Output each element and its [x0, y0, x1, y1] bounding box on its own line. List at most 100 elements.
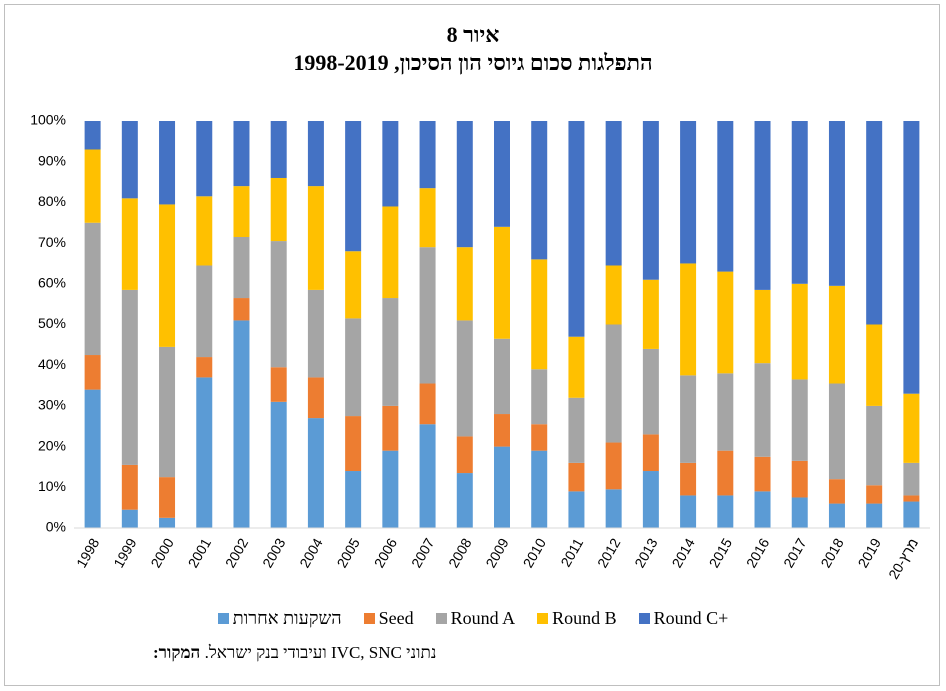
- bar-segment: [84, 149, 101, 223]
- bar-segment: [642, 434, 659, 472]
- x-tick-label: 2017: [780, 535, 810, 570]
- bar-segment: [531, 450, 548, 528]
- bar-segment: [605, 324, 622, 443]
- bar-segment: [568, 491, 585, 528]
- bar-segment: [568, 121, 585, 337]
- bar-segment: [531, 369, 548, 425]
- bar-segment: [754, 289, 771, 364]
- bar-segment: [791, 283, 808, 380]
- bar-segment: [196, 121, 213, 197]
- x-tick-label: 2010: [520, 535, 550, 570]
- y-tick-label: 10%: [38, 478, 66, 494]
- x-tick-label: 2007: [408, 535, 438, 570]
- bar-segment: [680, 462, 697, 496]
- legend-label: Round B: [552, 608, 617, 628]
- x-tick-label: 1999: [110, 535, 140, 570]
- bar-segment: [382, 405, 399, 451]
- bar-segment: [531, 259, 548, 370]
- legend-label: Seed: [378, 608, 414, 628]
- bar-segment: [866, 405, 883, 486]
- x-tick-label: 2012: [594, 535, 624, 570]
- bar-segment: [456, 436, 473, 474]
- x-tick-label: 2016: [743, 535, 773, 570]
- bar-segment: [233, 320, 250, 528]
- bar-segment: [159, 346, 176, 478]
- bar-segment: [642, 348, 659, 435]
- bar-segment: [791, 121, 808, 284]
- bar-segment: [717, 373, 734, 451]
- bar-segment: [866, 503, 883, 528]
- bar-segment: [754, 121, 771, 290]
- bar-segment: [270, 367, 287, 402]
- source: המקור: נתוני IVC, SNC ועיבודי בנק ישראל.: [153, 643, 436, 663]
- x-tick-label: מרץ-20: [885, 535, 921, 581]
- bar-segment: [419, 424, 436, 528]
- x-tick-label: 2001: [185, 535, 215, 570]
- bar-segment: [828, 503, 845, 528]
- bar-segment: [307, 186, 324, 290]
- x-tick-label: 2011: [557, 535, 586, 569]
- legend-label: Round C+: [653, 608, 729, 628]
- bar-segment: [568, 462, 585, 492]
- y-tick-label: 90%: [38, 152, 66, 168]
- bar-segment: [196, 265, 213, 358]
- y-tick-label: 30%: [38, 397, 66, 413]
- bar-segment: [717, 450, 734, 496]
- bar-segment: [307, 418, 324, 528]
- legend-item: Round A: [435, 608, 515, 629]
- legend-swatch: [638, 613, 650, 624]
- bar-segment: [642, 471, 659, 528]
- bar-segment: [531, 121, 548, 260]
- bar-segment: [196, 196, 213, 266]
- bar-segment: [121, 289, 138, 465]
- bar-segment: [494, 446, 510, 528]
- y-tick-label: 20%: [38, 437, 66, 453]
- bar-segment: [828, 479, 845, 504]
- bar-segment: [121, 198, 138, 290]
- bar-segment: [903, 121, 920, 394]
- y-tick-label: 80%: [38, 193, 66, 209]
- legend-swatch: [217, 613, 229, 624]
- bar-segment: [903, 462, 920, 496]
- legend-label: השקעות אחרות: [232, 608, 342, 628]
- bar-segment: [233, 121, 250, 187]
- bar-segment: [121, 464, 138, 510]
- frame: [4, 4, 940, 686]
- bar-segment: [456, 473, 473, 528]
- bar-segment: [717, 271, 734, 374]
- bar-segment: [84, 222, 101, 356]
- bar-segment: [605, 489, 622, 528]
- bar-segment: [419, 121, 436, 189]
- bar-segment: [307, 377, 324, 419]
- legend-item: השקעות אחרות: [217, 608, 342, 629]
- bar-segment: [866, 121, 883, 325]
- bar-segment: [456, 247, 473, 321]
- legend-item: Seed: [363, 608, 414, 629]
- bar-segment: [345, 318, 362, 417]
- x-tick-label: 1998: [73, 535, 103, 570]
- bar-segment: [828, 383, 845, 480]
- bar-segment: [345, 121, 362, 252]
- bar-segment: [382, 298, 399, 406]
- bar-segment: [754, 363, 771, 457]
- x-tick-label: 2018: [817, 535, 847, 570]
- legend: השקעות אחרות Seed Round A Round B Round C+: [0, 608, 946, 629]
- bar-segment: [382, 121, 399, 207]
- bar-segment: [419, 247, 436, 384]
- bar-segment: [233, 298, 250, 321]
- source-label: המקור:: [153, 643, 201, 662]
- y-tick-label: 50%: [38, 315, 66, 331]
- bar-segment: [270, 121, 287, 178]
- chart-title: איור 8: [446, 22, 500, 47]
- x-tick-label: 2000: [147, 535, 177, 570]
- x-tick-label: 2014: [668, 535, 698, 570]
- bar-segment: [121, 121, 138, 199]
- chart-subtitle: התפלגות סכום גיוסי הון הסיכון, 1998-2019: [293, 50, 653, 75]
- bar-segment: [307, 121, 324, 187]
- bar-segment: [680, 495, 697, 528]
- x-tick-label: 2013: [631, 535, 661, 570]
- bar-segment: [307, 289, 324, 378]
- bar-segment: [345, 251, 362, 319]
- x-tick-label: 2005: [334, 535, 364, 570]
- bar-segment: [159, 121, 176, 205]
